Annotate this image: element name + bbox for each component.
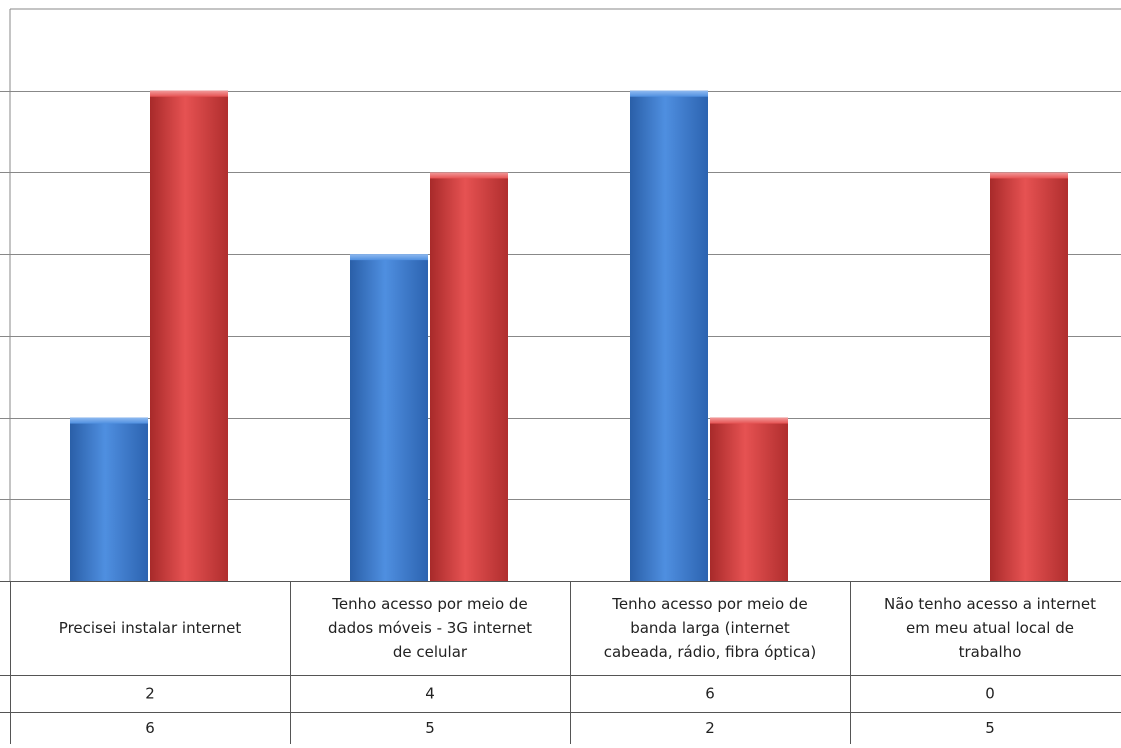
bar-top-s2-c4	[990, 172, 1068, 179]
data-label-s2: 5	[985, 719, 995, 737]
category-label: trabalho	[959, 643, 1022, 661]
category-label: Tenho acesso por meio de	[331, 595, 527, 613]
bar-s1-c2	[350, 254, 428, 581]
data-label-s1: 0	[985, 685, 995, 703]
data-label-s1: 2	[145, 685, 155, 703]
bar-top-s2-c1	[150, 90, 228, 97]
category-label: em meu atual local de	[906, 619, 1074, 637]
data-label-s1: 6	[705, 685, 715, 703]
bar-s2-c4	[990, 172, 1068, 581]
bar-top-s2-c2	[430, 172, 508, 179]
category-label: banda larga (internet	[630, 619, 790, 637]
category-label: Não tenho acesso a internet	[884, 595, 1096, 613]
category-label: Tenho acesso por meio de	[611, 595, 807, 613]
bar-top-s1-c1	[70, 417, 148, 424]
bar-s2-c3	[710, 417, 788, 581]
bar-s1-c1	[70, 417, 148, 581]
data-label-s2: 2	[705, 719, 715, 737]
category-label: Precisei instalar internet	[59, 619, 242, 637]
bar-top-s2-c3	[710, 417, 788, 424]
bar-s1-c3	[630, 90, 708, 581]
bar-top-s1-c2	[350, 254, 428, 261]
bar-s2-c2	[430, 172, 508, 581]
data-label-s1: 4	[425, 685, 435, 703]
bar-s2-c1	[150, 90, 228, 581]
category-label: dados móveis - 3G internet	[328, 619, 532, 637]
category-label: cabeada, rádio, fibra óptica)	[604, 643, 817, 661]
bars	[70, 90, 1068, 581]
data-table: Precisei instalar internet Tenho acesso p…	[0, 581, 1121, 744]
bar-top-s1-c3	[630, 90, 708, 97]
data-label-s2: 5	[425, 719, 435, 737]
data-label-s2: 6	[145, 719, 155, 737]
category-label: de celular	[393, 643, 468, 661]
